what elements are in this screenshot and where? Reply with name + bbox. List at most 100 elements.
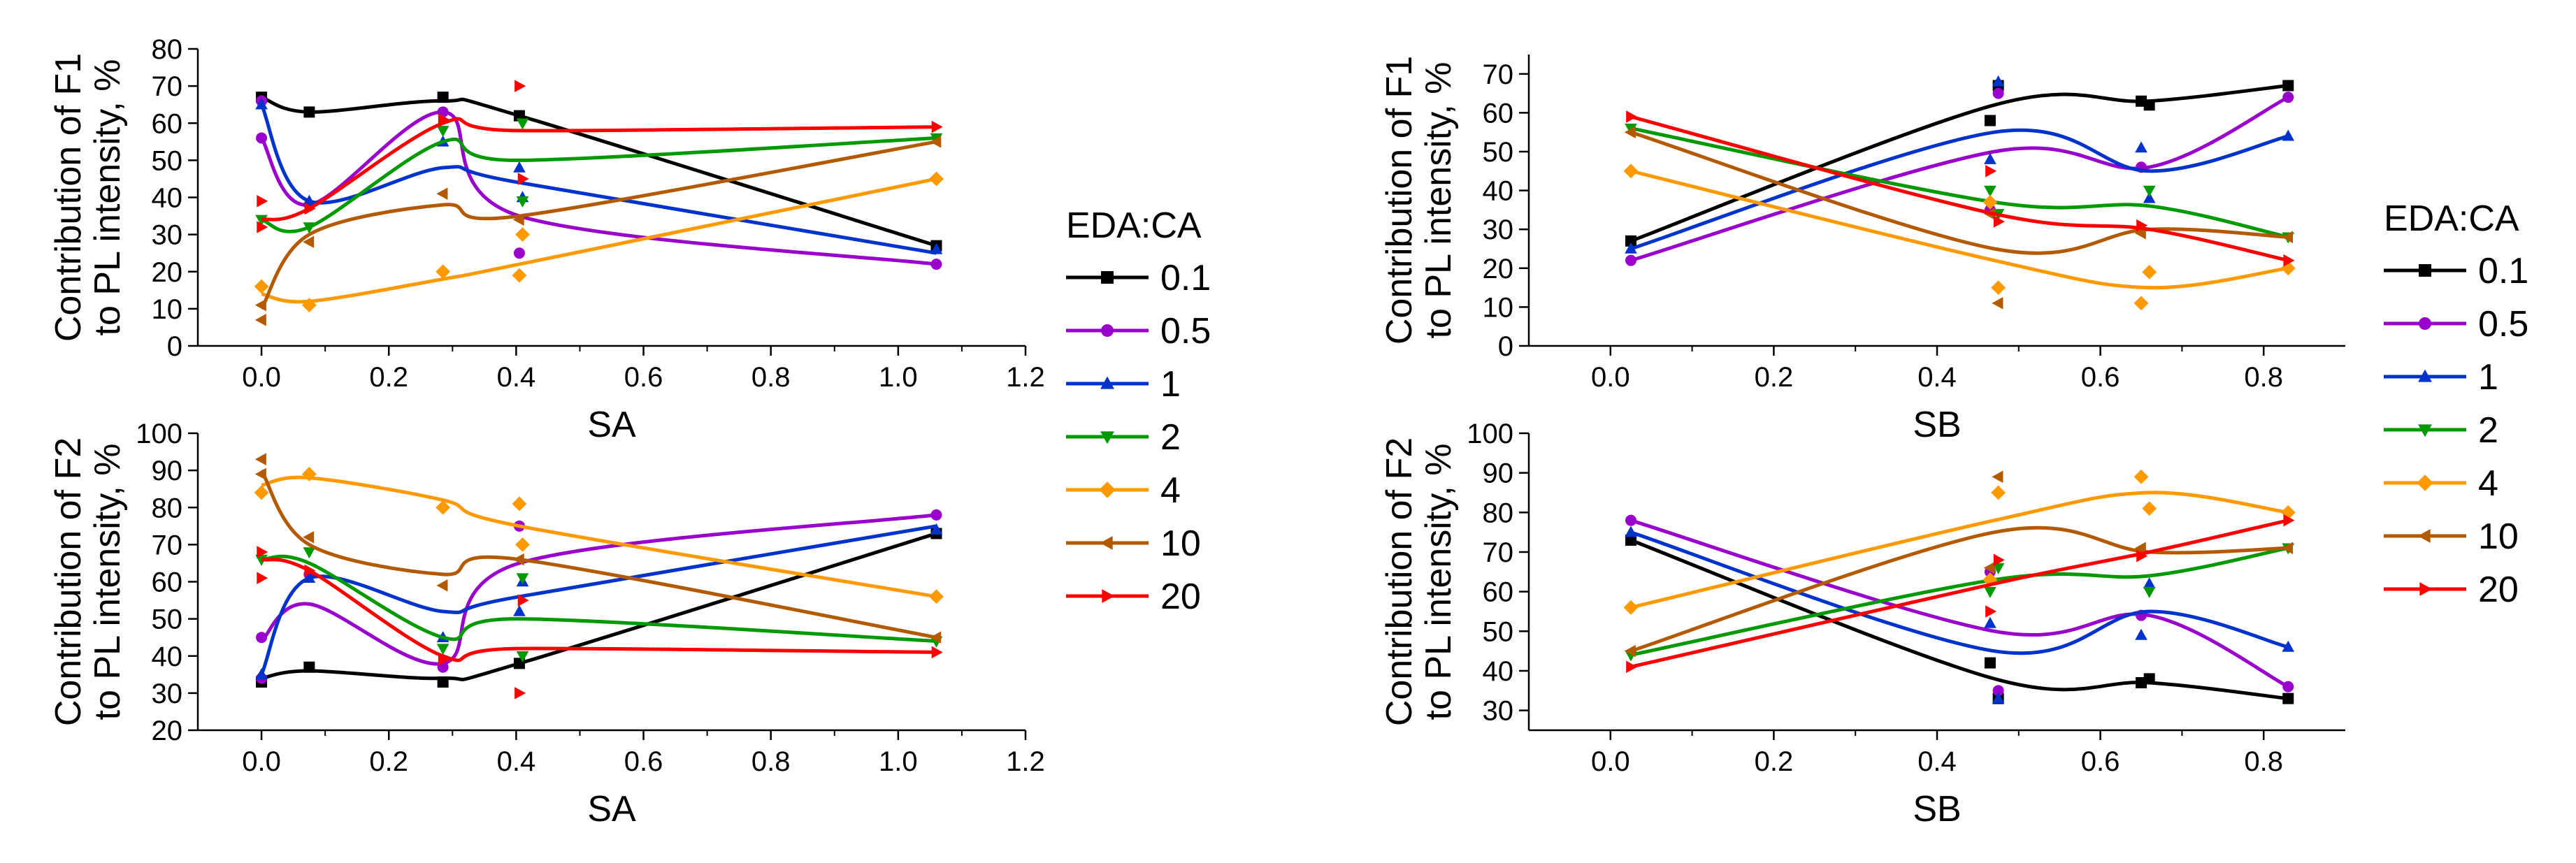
data-point (1626, 110, 1638, 123)
data-point (255, 98, 268, 110)
y-tick-label: 70 (152, 530, 183, 560)
legend-entry-20: 20 (2384, 570, 2519, 610)
panel-f1-vs-sa: 0.0 0.2 0.4 0.6 0.8 1.0 1.2 0 10 20 30 40 50 60 70 80 SA… (48, 34, 1045, 445)
data-point (1985, 165, 1997, 177)
x-tick-label: 0.8 (2244, 746, 2283, 777)
legend-label: 0.1 (1160, 258, 1211, 298)
data-point (2134, 542, 2146, 555)
x-tick-label: 0.2 (369, 746, 408, 777)
data-point (304, 564, 316, 577)
data-point (303, 222, 316, 234)
legend-entry-10: 10 (1066, 523, 1201, 564)
data-point (931, 120, 943, 133)
series-line-2 (261, 554, 937, 643)
data-point (436, 126, 449, 138)
data-point (1985, 605, 1997, 618)
y-tick-label: 20 (152, 716, 183, 746)
data-point (301, 467, 317, 481)
data-point (437, 676, 449, 688)
series-1 (1625, 75, 2295, 254)
y-tick-label: 60 (152, 108, 183, 139)
x-tick-label: 0.4 (497, 362, 536, 393)
data-point (930, 631, 942, 644)
panel-f2-vs-sa: 0.0 0.2 0.4 0.6 0.8 1.0 1.2 20 30 40 50 60 70 80 90 100… (48, 419, 1045, 829)
y-tick-label: 30 (152, 679, 183, 709)
data-point (256, 632, 268, 644)
y-tick-label: 100 (1467, 419, 1513, 449)
data-point (516, 196, 529, 208)
y-tick-label: 40 (152, 641, 183, 672)
x-axis-label: SA (587, 405, 636, 445)
legend-label: 20 (1160, 576, 1201, 617)
series-4 (254, 171, 944, 312)
x-tick-label: 0.8 (2244, 362, 2283, 393)
x-tick-label: 0.8 (751, 362, 791, 393)
data-point (1992, 297, 2003, 310)
series-20 (257, 546, 943, 699)
data-point (2136, 549, 2148, 563)
series-1 (255, 98, 943, 255)
y-tick-label: 40 (152, 183, 183, 214)
data-point (1984, 185, 1996, 197)
data-point (2282, 129, 2295, 141)
legend-entry-10: 10 (2384, 516, 2519, 557)
series-line-0.5 (1630, 518, 2289, 688)
series-20 (1626, 110, 2295, 267)
series-0.5 (256, 95, 942, 270)
y-tick-label: 100 (136, 419, 182, 449)
data-point (2135, 628, 2147, 640)
legend-marker (1101, 324, 1114, 337)
series-0.5 (256, 509, 942, 684)
legend-title: EDA:CA (1066, 205, 1202, 246)
y-tick-label: 90 (1483, 458, 1514, 489)
data-point (436, 644, 449, 655)
legend-marker (1100, 376, 1114, 389)
data-point (2142, 264, 2157, 280)
data-point (2136, 219, 2148, 232)
x-axis-label: SB (1913, 405, 1961, 445)
data-point (515, 80, 526, 92)
series-line-1 (259, 103, 937, 255)
data-point (2282, 692, 2294, 704)
legend-marker (2417, 474, 2433, 491)
data-point (436, 500, 451, 515)
y-tick-label: 10 (152, 294, 183, 325)
legend-entry-2: 2 (1066, 417, 1181, 458)
data-point (1624, 644, 1636, 658)
data-point (2143, 673, 2155, 685)
data-point (1626, 660, 1638, 674)
data-point (512, 496, 527, 512)
data-point (512, 268, 527, 283)
data-point (2282, 542, 2294, 555)
data-point (512, 213, 524, 226)
data-point (1984, 616, 1996, 628)
x-axis-label: SA (587, 789, 636, 829)
legend-marker (1100, 536, 1113, 550)
data-point (1625, 514, 1636, 526)
y-tick-label: 20 (1483, 254, 1514, 284)
data-point (1625, 242, 1637, 254)
data-point (255, 668, 268, 680)
data-point (930, 136, 942, 148)
y-tick-label: 40 (1483, 656, 1514, 687)
data-point (1983, 194, 1998, 210)
series-20 (1626, 514, 2295, 674)
x-tick-label: 0.0 (1591, 362, 1630, 393)
data-point (2143, 99, 2155, 111)
series-line-10 (259, 469, 937, 639)
legend-label: 2 (2478, 410, 2498, 451)
data-point (2283, 254, 2295, 267)
data-point (257, 221, 268, 233)
x-tick-label: 0.2 (1755, 362, 1794, 393)
legend-label: 10 (1160, 523, 1201, 564)
data-point (436, 264, 451, 280)
legend-label: 10 (2478, 516, 2519, 557)
data-point (2134, 469, 2149, 484)
legend-entry-2: 2 (2384, 410, 2498, 451)
y-tick-label: 60 (1483, 98, 1514, 129)
data-point (1625, 235, 1636, 247)
data-point (1984, 586, 1996, 598)
y-axis-label: Contribution of F2 (1379, 437, 1420, 726)
y-tick-label: 60 (1483, 577, 1514, 608)
data-point (1992, 75, 2005, 87)
